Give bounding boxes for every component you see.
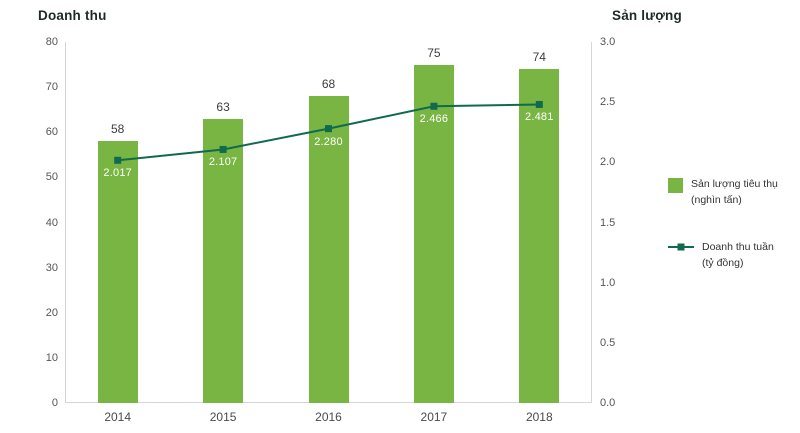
legend: Sản lượng tiêu thụ (nghìn tấn) Doanh thu… (668, 176, 798, 301)
right-axis-tick-label: 3.0 (600, 36, 616, 48)
bar-series-swatch-icon (668, 178, 683, 193)
legend-item-label: Doanh thu tuần (tỷ đồng) (702, 239, 774, 272)
x-axis-tick-label: 2016 (315, 410, 342, 424)
left-axis-tick-label: 80 (45, 36, 58, 48)
right-axis-tick-label: 1.0 (600, 276, 616, 289)
left-axis-tick-label: 60 (45, 126, 58, 139)
left-axis-tick-label: 40 (45, 216, 58, 229)
left-axis-tick-label: 20 (45, 306, 58, 319)
x-axis-tick-label: 2017 (420, 410, 448, 424)
line-value-label: 2.280 (314, 135, 343, 148)
legend-label-line2: (nghìn tấn) (691, 194, 742, 207)
bar-value-label: 63 (216, 99, 230, 114)
bar-value-label: 68 (321, 77, 336, 92)
bar-value-label: 75 (427, 45, 441, 60)
bar-value-label: 74 (532, 50, 546, 65)
left-axis-tick-label: 30 (45, 261, 58, 274)
bar-2014 (97, 141, 138, 403)
right-axis-tick-label: 2.0 (600, 156, 616, 169)
legend-label-line2: (tỷ đồng) (702, 256, 744, 269)
right-axis-tick-label: 0.0 (600, 397, 616, 409)
left-axis-tick-label: 50 (45, 171, 58, 184)
line-value-label: 2.466 (419, 113, 449, 126)
x-axis-tick-label: 2015 (209, 410, 237, 424)
legend-label-line1: Sản lượng tiêu thụ (691, 178, 778, 190)
line-series-swatch-icon (668, 243, 694, 251)
bar-2015 (203, 118, 244, 403)
left-axis-tick-label: 70 (45, 81, 58, 94)
legend-item-label: Sản lượng tiêu thụ (nghìn tấn) (691, 176, 778, 209)
right-axis-tick-label: 1.5 (600, 216, 616, 229)
x-axis-tick-label: 2014 (104, 410, 132, 424)
line-marker-icon (677, 243, 685, 251)
bar-value-label: 58 (111, 122, 125, 137)
left-axis-tick-label: 10 (45, 351, 58, 364)
line-value-label: 2.107 (208, 156, 238, 169)
legend-label-line1: Doanh thu tuần (702, 240, 774, 253)
left-axis-title: Doanh thu (38, 8, 107, 23)
right-axis-tick-label: 2.5 (600, 96, 616, 109)
right-axis-title: Sản lượng (612, 8, 682, 23)
x-axis-tick-label: 2018 (525, 410, 553, 424)
left-axis-tick-label: 0 (51, 397, 58, 409)
legend-item-bar-series: Sản lượng tiêu thụ (nghìn tấn) (668, 176, 798, 209)
legend-item-line-series: Doanh thu tuần (tỷ đồng) (668, 239, 798, 272)
line-value-label: 2.481 (525, 111, 554, 124)
right-axis-tick-label: 0.5 (600, 336, 616, 349)
line-value-label: 2.017 (103, 167, 132, 180)
